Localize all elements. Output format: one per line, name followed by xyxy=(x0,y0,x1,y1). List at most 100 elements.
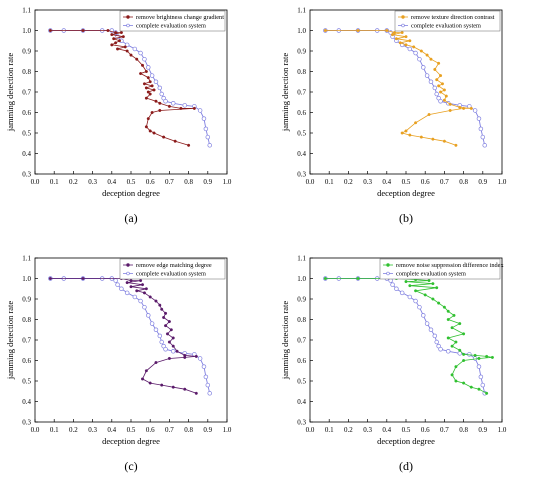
data-point xyxy=(454,340,458,344)
data-point xyxy=(144,125,148,129)
x-tick-label: 0.2 xyxy=(344,178,353,186)
series-line-complete-evaluation xyxy=(325,278,486,394)
data-point xyxy=(434,339,439,345)
data-point xyxy=(446,317,450,321)
data-point xyxy=(149,73,155,78)
y-tick-label: 1.0 xyxy=(297,27,306,35)
x-axis-label: deception degree xyxy=(102,436,160,446)
data-point xyxy=(454,143,458,147)
data-point xyxy=(205,382,211,388)
y-tick-label: 0.7 xyxy=(22,337,31,345)
data-point xyxy=(452,313,456,317)
data-point xyxy=(462,358,466,362)
data-point xyxy=(462,352,466,356)
y-tick-label: 1.0 xyxy=(297,275,306,283)
legend: remove brightness change gradient complet… xyxy=(119,10,226,32)
data-point xyxy=(432,333,438,339)
chart-panel-4: 0.0 0.1 0.2 0.3 0.4 0.5 0.6 0.7 0.8 0.9 1.0 0.3 0.4 0… xyxy=(280,255,507,474)
legend-marker xyxy=(401,23,405,28)
y-tick-label: 1.1 xyxy=(22,255,31,263)
data-point xyxy=(469,385,473,389)
data-point xyxy=(167,356,171,360)
data-point xyxy=(171,385,175,389)
data-point xyxy=(431,137,435,141)
data-point xyxy=(152,88,156,92)
data-point xyxy=(81,29,85,33)
data-point xyxy=(81,277,85,281)
data-point xyxy=(356,29,360,33)
data-point xyxy=(146,117,150,121)
data-point xyxy=(163,346,168,352)
y-tick-label: 1.1 xyxy=(297,255,306,263)
chart-panel-3: 0.0 0.1 0.2 0.3 0.4 0.5 0.6 0.7 0.8 0.9 1.0 0.3 0.4 0… xyxy=(5,255,232,474)
x-tick-label: 0.0 xyxy=(306,426,315,434)
data-point xyxy=(446,336,450,340)
data-point xyxy=(164,324,168,328)
x-tick-label: 0.9 xyxy=(478,178,487,186)
x-tick-label: 0.3 xyxy=(88,426,97,434)
data-point xyxy=(113,278,118,283)
data-point xyxy=(490,355,494,359)
data-point xyxy=(458,348,462,352)
x-tick-label: 0.8 xyxy=(459,178,468,186)
data-point xyxy=(404,280,408,284)
data-point xyxy=(323,29,327,33)
y-tick-label: 0.5 xyxy=(297,130,306,138)
data-point xyxy=(485,391,489,395)
series-line-removed-indicator xyxy=(50,30,195,146)
y-tick-label: 0.5 xyxy=(22,378,31,386)
data-point xyxy=(161,95,166,101)
x-tick-label: 0.2 xyxy=(69,426,78,434)
data-point xyxy=(480,382,486,388)
data-point xyxy=(124,290,130,296)
data-point xyxy=(160,307,164,311)
y-axis-label: jamming detection rate xyxy=(280,53,290,133)
data-point xyxy=(404,43,408,47)
data-point xyxy=(162,135,166,139)
x-tick-label: 0.0 xyxy=(31,426,40,434)
data-point xyxy=(194,354,198,358)
y-tick-label: 0.8 xyxy=(22,316,31,324)
data-point xyxy=(142,56,147,62)
x-tick-label: 0.1 xyxy=(50,426,59,434)
x-tick-label: 0.6 xyxy=(146,426,155,434)
legend-label: remove edge matching degree xyxy=(136,262,212,269)
legend-box xyxy=(394,10,501,32)
y-tick-label: 0.3 xyxy=(22,171,31,179)
plot-frame xyxy=(34,9,228,175)
data-point xyxy=(146,65,151,70)
data-point xyxy=(179,106,183,110)
data-point xyxy=(391,33,395,37)
data-point xyxy=(158,303,162,307)
data-point xyxy=(450,373,454,377)
data-point xyxy=(438,346,443,352)
y-tick-label: 0.6 xyxy=(22,109,31,117)
data-point xyxy=(106,29,110,33)
data-point xyxy=(148,92,152,96)
y-tick-label: 1.0 xyxy=(22,275,31,283)
data-point xyxy=(462,381,466,385)
panel-label: (b) xyxy=(399,211,413,225)
data-point xyxy=(469,106,473,110)
legend-box xyxy=(379,258,501,280)
data-point xyxy=(48,277,52,281)
data-point xyxy=(149,321,155,326)
data-point xyxy=(148,129,152,133)
data-point xyxy=(123,45,127,49)
plot-frame xyxy=(34,257,228,423)
y-tick-label: 0.4 xyxy=(22,398,31,406)
data-point xyxy=(129,279,133,283)
data-point xyxy=(436,95,441,101)
data-point xyxy=(414,121,418,125)
data-point xyxy=(431,297,435,301)
data-point xyxy=(139,72,143,76)
legend-marker xyxy=(386,263,390,267)
data-point xyxy=(419,49,423,53)
data-point xyxy=(462,106,466,110)
data-point xyxy=(407,46,413,52)
data-point xyxy=(110,33,114,37)
data-point xyxy=(160,383,164,387)
data-point xyxy=(187,143,191,147)
data-point xyxy=(473,353,477,357)
y-tick-label: 0.7 xyxy=(22,89,31,97)
